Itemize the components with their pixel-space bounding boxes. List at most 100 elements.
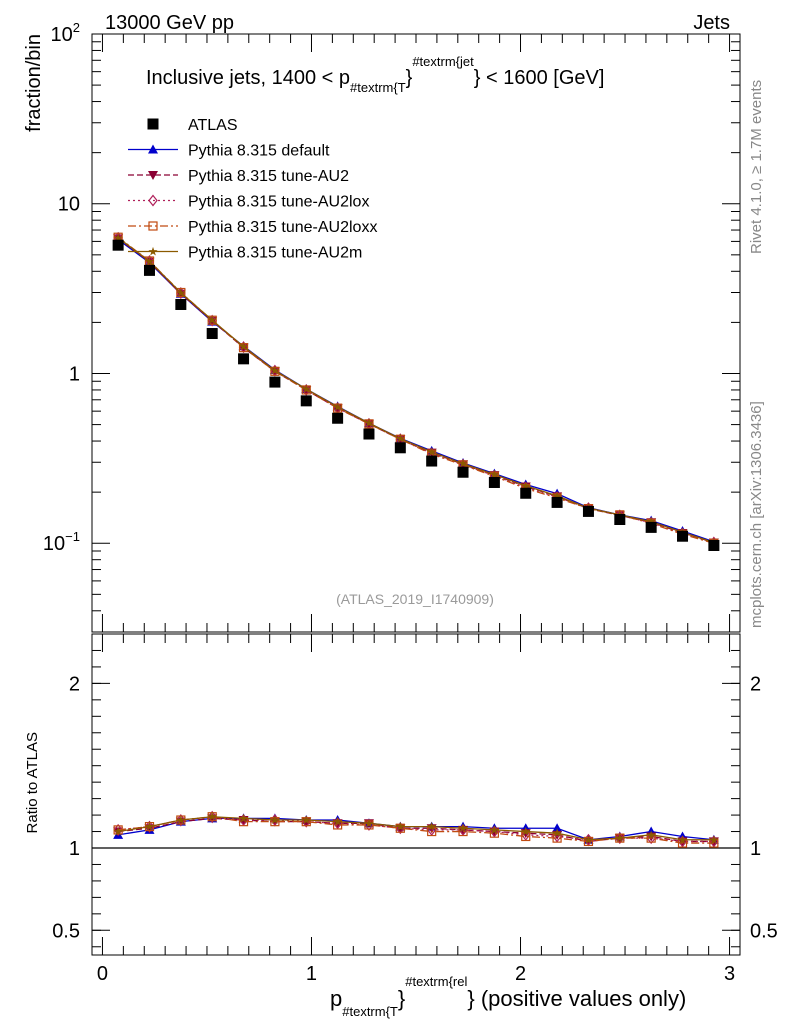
main-y-tick-label: 1	[69, 363, 80, 385]
legend-marker-atlas	[147, 118, 159, 130]
x-tick-label: 1	[306, 963, 317, 985]
main-title-close-sub: }	[406, 67, 413, 89]
x-axis-label-prefix: p	[330, 986, 342, 1011]
ratio-point-pythia-8-315-tune-au2m: ★	[364, 816, 375, 830]
main-line-pythia-8-315-tune-au2loxx	[117, 236, 715, 544]
ratio-point-pythia-8-315-tune-au2m: ★	[207, 810, 218, 824]
main-point-atlas	[582, 505, 594, 517]
x-axis-label-close-sup: }	[467, 986, 480, 1011]
main-point-atlas	[363, 428, 375, 440]
main-title: Inclusive jets, 1400 < p#textrm{T}#textr…	[146, 54, 604, 95]
x-tick-label: 3	[724, 963, 735, 985]
legend-marker-pythia-8-315-tune-au2loxx	[148, 221, 158, 231]
ratio-point-pythia-8-315-tune-au2loxx	[395, 823, 405, 833]
main-point-pythia-8-315-tune-au2m: ★	[175, 286, 186, 300]
main-line-pythia-8-315-tune-au2m	[117, 237, 715, 544]
ratio-point-pythia-8-315-tune-au2loxx	[677, 838, 688, 848]
main-point-atlas	[614, 513, 626, 525]
main-point-atlas	[457, 466, 469, 478]
analysis-watermark: (ATLAS_2019_I1740909)	[336, 591, 494, 607]
main-point-atlas	[175, 298, 187, 310]
main-title-close-sup: }	[474, 67, 486, 89]
mcplots-label: mcplots.cern.ch [arXiv:1306.3436]	[748, 401, 765, 628]
main-point-atlas	[551, 496, 563, 508]
ratio-point-pythia-8-315-tune-au2loxx	[646, 833, 656, 843]
ratio-y-tick-label-right: 1	[750, 838, 761, 860]
main-point-pythia-8-315-tune-au2loxx	[207, 315, 217, 325]
main-point-atlas	[143, 264, 155, 276]
main-point-pythia-8-315-tune-au2m: ★	[238, 340, 249, 354]
legend-marker-pythia-8-315-tune-au2	[148, 171, 158, 180]
main-point-pythia-8-315-tune-au2m: ★	[144, 254, 155, 268]
x-tick-label: 2	[515, 963, 526, 985]
main-point-pythia-8-315-tune-au2loxx	[301, 385, 311, 395]
ratio-plot-area: 0.5 0.5 1 1 2 2 0 1 2 3 ★ ★ ★ ★ ★ ★ ★ ★ ★ ★ ★ ★ ★ ★ ★ ★ ★ ★ ★ ★	[52, 633, 778, 985]
ratio-point-pythia-8-315-tune-au2lox	[646, 832, 656, 845]
legend-marker-pythia-8-315-tune-au2lox	[148, 194, 158, 207]
main-point-atlas	[238, 353, 250, 365]
ratio-point-pythia-8-315-tune-au2m: ★	[708, 833, 719, 847]
x-axis-label: p#textrm{T}#textrm{rel} (positive values…	[330, 974, 686, 1019]
ratio-point-pythia-8-315-tune-au2m: ★	[489, 823, 500, 837]
ratio-point-pythia-8-315-tune-au2m: ★	[583, 833, 594, 847]
main-point-pythia-8-315-tune-au2m: ★	[646, 515, 657, 529]
ratio-point-pythia-8-315-tune-au2loxx	[270, 817, 280, 827]
ratio-point-pythia-8-315-tune-au2lox	[144, 820, 155, 833]
main-point-atlas	[520, 487, 532, 499]
x-axis-label-suffix: (positive values only)	[481, 986, 686, 1011]
ratio-y-tick-label-right: 2	[750, 673, 761, 695]
ratio-point-pythia-8-315-tune-au2lox	[207, 810, 217, 823]
main-point-atlas	[426, 455, 438, 467]
legend-marker-pythia-8-315-tune-au2m: ★	[148, 245, 159, 259]
ratio-point-pythia-8-315-tune-au2m: ★	[646, 828, 657, 842]
ratio-point-pythia-8-315-tune-au2lox	[176, 814, 186, 826]
x-axis-label-sub: #textrm{T	[342, 1004, 398, 1019]
ratio-point-pythia-8-315-tune-au2loxx	[489, 828, 499, 838]
main-point-atlas	[645, 521, 657, 533]
main-title-suffix: < 1600 [GeV]	[486, 67, 604, 89]
ratio-point-pythia-8-315-tune-au2lox	[426, 823, 437, 836]
ratio-plot-frame	[91, 633, 741, 956]
main-point-pythia-8-315-tune-au2m: ★	[520, 479, 531, 493]
ratio-point-pythia-8-315-default	[552, 823, 563, 833]
ratio-point-pythia-8-315-tune-au2loxx	[521, 831, 531, 842]
ratio-point-pythia-8-315-tune-au2loxx	[583, 836, 594, 847]
ratio-point-pythia-8-315-tune-au2loxx	[709, 838, 719, 848]
main-point-atlas	[394, 442, 406, 454]
main-y-tick-label: 10	[58, 194, 80, 216]
main-point-pythia-8-315-tune-au2loxx	[270, 366, 280, 376]
ratio-point-pythia-8-315-tune-au2lox	[520, 828, 531, 841]
legend-label-pythia-8-315-tune-au2m: Pythia 8.315 tune-AU2m	[188, 245, 362, 262]
rivet-version-label: Rivet 4.1.0, ≥ 1.7M events	[748, 80, 765, 254]
ratio-point-pythia-8-315-tune-au2m: ★	[614, 831, 625, 845]
main-point-atlas	[269, 376, 281, 388]
main-title-sup: #textrm{jet	[412, 54, 474, 69]
main-point-pythia-8-315-tune-au2loxx	[364, 419, 374, 429]
ratio-point-pythia-8-315-tune-au2loxx	[113, 825, 123, 835]
main-title-sub: #textrm{T	[350, 80, 406, 95]
ratio-point-pythia-8-315-tune-au2m: ★	[426, 820, 437, 834]
ratio-y-tick-label-left: 1	[69, 838, 80, 860]
main-point-pythia-8-315-tune-au2m: ★	[395, 432, 406, 446]
ratio-point-pythia-8-315-tune-au2m: ★	[458, 821, 469, 835]
ratio-point-pythia-8-315-tune-au2lox	[583, 833, 594, 846]
ratio-point-pythia-8-315-tune-au2loxx	[301, 817, 311, 827]
ratio-y-tick-label-left: 2	[69, 673, 80, 695]
main-point-pythia-8-315-tune-au2m: ★	[332, 400, 343, 414]
main-point-atlas	[332, 412, 344, 424]
legend-label-pythia-8-315-tune-au2loxx: Pythia 8.315 tune-AU2loxx	[188, 219, 377, 236]
main-point-pythia-8-315-tune-au2m: ★	[364, 416, 375, 430]
legend-label-pythia-8-315-tune-au2lox: Pythia 8.315 tune-AU2lox	[188, 194, 369, 211]
ratio-y-axis-label: Ratio to ATLAS	[24, 732, 41, 833]
main-line-pythia-8-315-default	[117, 239, 715, 543]
ratio-point-pythia-8-315-tune-au2m: ★	[520, 825, 531, 839]
main-title-prefix: Inclusive jets, 1400 < p	[146, 67, 350, 89]
main-point-pythia-8-315-tune-au2m: ★	[489, 468, 500, 482]
ratio-point-pythia-8-315-tune-au2lox	[615, 832, 625, 845]
main-y-tick-label: 102	[51, 20, 80, 46]
ratio-point-pythia-8-315-tune-au2loxx	[427, 826, 437, 837]
main-line-pythia-8-315-tune-au2	[117, 237, 715, 544]
legend-marker-pythia-8-315-default	[148, 144, 158, 154]
